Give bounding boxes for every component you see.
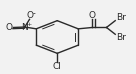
Text: N: N [21,22,28,32]
Text: O: O [6,23,13,32]
Text: Cl: Cl [53,62,62,71]
Text: +: + [26,22,31,27]
Text: O: O [89,11,96,20]
Text: Br: Br [116,33,126,42]
Text: O: O [26,11,33,20]
Text: Br: Br [116,13,126,22]
Text: -: - [33,9,35,18]
